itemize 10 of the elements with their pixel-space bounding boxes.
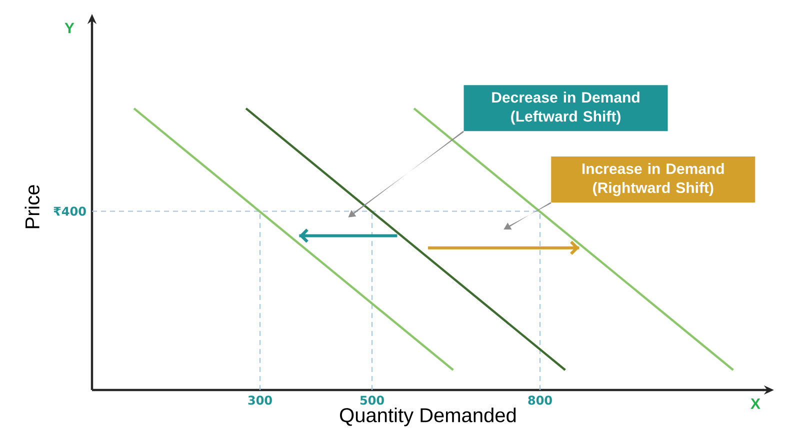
text: Y <box>64 22 74 34</box>
x-axis-title: Quantity Demanded <box>340 408 516 426</box>
y-axis-title: Price <box>24 185 40 228</box>
text: X <box>750 398 760 409</box>
annotation: Increase in Demand (Rightward Shift) <box>582 163 724 196</box>
x-tick-label: 500 <box>360 396 384 405</box>
x-tick-label: 300 <box>248 396 272 405</box>
x-tick-label: 800 <box>528 396 552 405</box>
ref-line-label: ₹400 <box>54 206 86 216</box>
annotation: Decrease in Demand (Leftward Shift) <box>492 92 640 125</box>
